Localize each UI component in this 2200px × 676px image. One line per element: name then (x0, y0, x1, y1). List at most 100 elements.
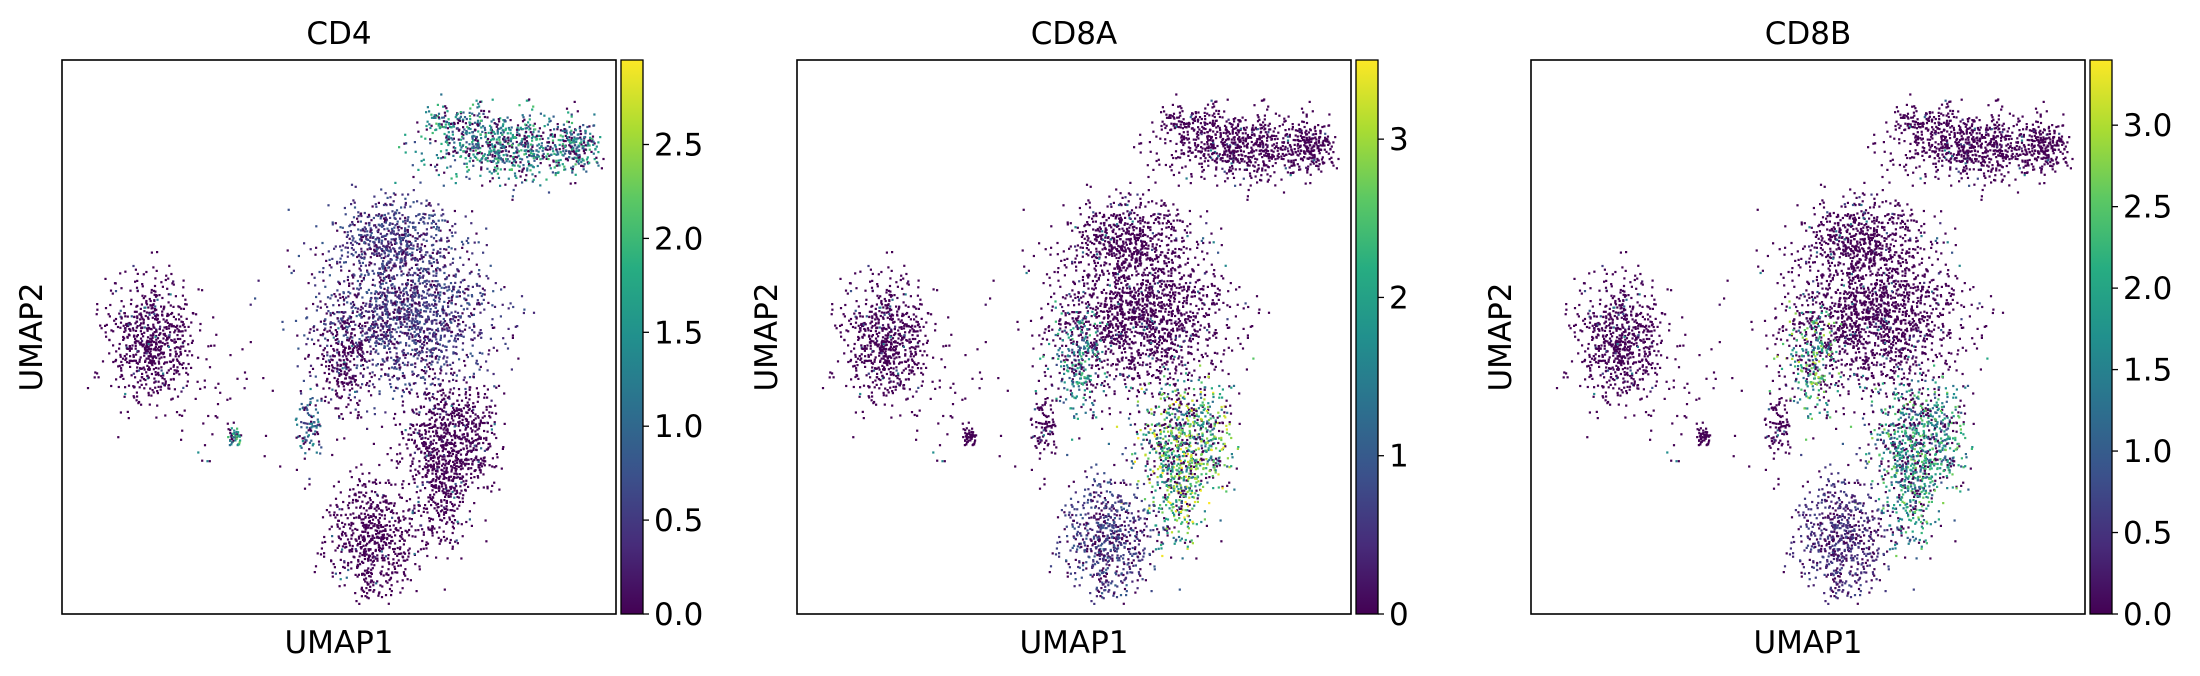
cell-point (144, 350, 147, 353)
cell-point (459, 408, 463, 411)
cell-point (410, 305, 413, 308)
cell-point (184, 329, 187, 332)
cell-point (451, 361, 455, 364)
cell-point (471, 429, 474, 432)
cell-point (397, 295, 400, 298)
cell-point (154, 290, 157, 293)
cell-point (454, 459, 457, 462)
cell-point (363, 358, 366, 361)
cell-point (588, 125, 591, 128)
cell-point (467, 294, 470, 297)
cell-point (417, 293, 421, 296)
cell-point (459, 256, 462, 259)
cell-point (491, 326, 494, 329)
cell-point (147, 306, 150, 309)
cell-point (138, 313, 141, 316)
cell-point (377, 274, 380, 277)
cell-point (351, 282, 354, 285)
cell-point (430, 222, 433, 225)
cell-point (127, 384, 131, 387)
cell-point (128, 347, 131, 350)
cell-point (489, 144, 492, 147)
cell-point (436, 266, 439, 270)
cell-point (531, 139, 534, 142)
cell-point (408, 252, 412, 256)
cell-point (136, 279, 139, 282)
cell-point (436, 465, 439, 468)
cell-point (540, 142, 543, 145)
cell-point (389, 279, 392, 282)
cell-point (406, 246, 409, 249)
cell-point (385, 357, 388, 360)
cell-point (516, 156, 519, 159)
cell-point (414, 334, 417, 337)
cell-point (458, 369, 461, 372)
cell-point (336, 260, 339, 263)
cell-point (546, 148, 549, 151)
cell-point (389, 222, 392, 225)
cell-point (392, 359, 395, 362)
cell-point (444, 219, 447, 222)
cell-point (341, 508, 344, 511)
cell-point (468, 160, 471, 163)
cell-point (383, 278, 386, 281)
cell-point (451, 225, 454, 228)
cell-point (443, 470, 446, 473)
cell-point (393, 308, 396, 311)
cell-point (411, 318, 414, 321)
cell-point (371, 383, 375, 386)
cell-point (356, 217, 359, 220)
cell-point (467, 127, 470, 130)
cell-point (166, 337, 169, 340)
cell-point (149, 387, 152, 390)
cell-point (399, 291, 402, 294)
cell-point (413, 339, 416, 342)
cell-point (348, 393, 351, 396)
cell-point (430, 517, 433, 520)
cell-point (450, 417, 454, 420)
cell-point (391, 376, 394, 379)
cell-point (417, 413, 421, 416)
cell-point (394, 294, 397, 297)
cell-point (386, 344, 389, 347)
cell-point (559, 134, 562, 137)
cell-point (454, 465, 457, 468)
cell-point (432, 407, 435, 411)
cell-point (428, 262, 431, 265)
cell-point (508, 160, 511, 163)
cell-point (446, 443, 449, 446)
cell-point (144, 359, 147, 362)
cell-point (411, 339, 414, 342)
cell-point (421, 468, 425, 471)
cell-point (442, 120, 445, 123)
cell-point (570, 129, 573, 132)
cell-point (478, 351, 481, 354)
cell-point (495, 162, 498, 165)
cell-point (363, 240, 366, 244)
cell-point (373, 245, 376, 248)
cell-point (404, 197, 407, 200)
cell-point (486, 369, 489, 372)
cell-point (472, 448, 475, 452)
cell-point (455, 485, 458, 488)
cell-point (445, 349, 448, 352)
cell-point (505, 160, 508, 163)
cell-point (430, 354, 433, 357)
cell-point (407, 482, 411, 486)
cell-point (397, 226, 400, 229)
cell-point (409, 247, 412, 250)
cell-point (412, 244, 415, 247)
cell-point (394, 193, 397, 196)
cell-point (537, 130, 540, 133)
cell-point (435, 329, 438, 332)
cell-point (381, 267, 384, 270)
cell-point (156, 392, 159, 395)
cell-point (442, 156, 445, 159)
cell-point (494, 282, 497, 285)
cell-point (375, 300, 378, 303)
cell-point (147, 391, 150, 394)
cell-point (525, 140, 528, 143)
cell-point (572, 140, 575, 143)
cell-point (120, 369, 123, 372)
cell-point (369, 230, 372, 233)
